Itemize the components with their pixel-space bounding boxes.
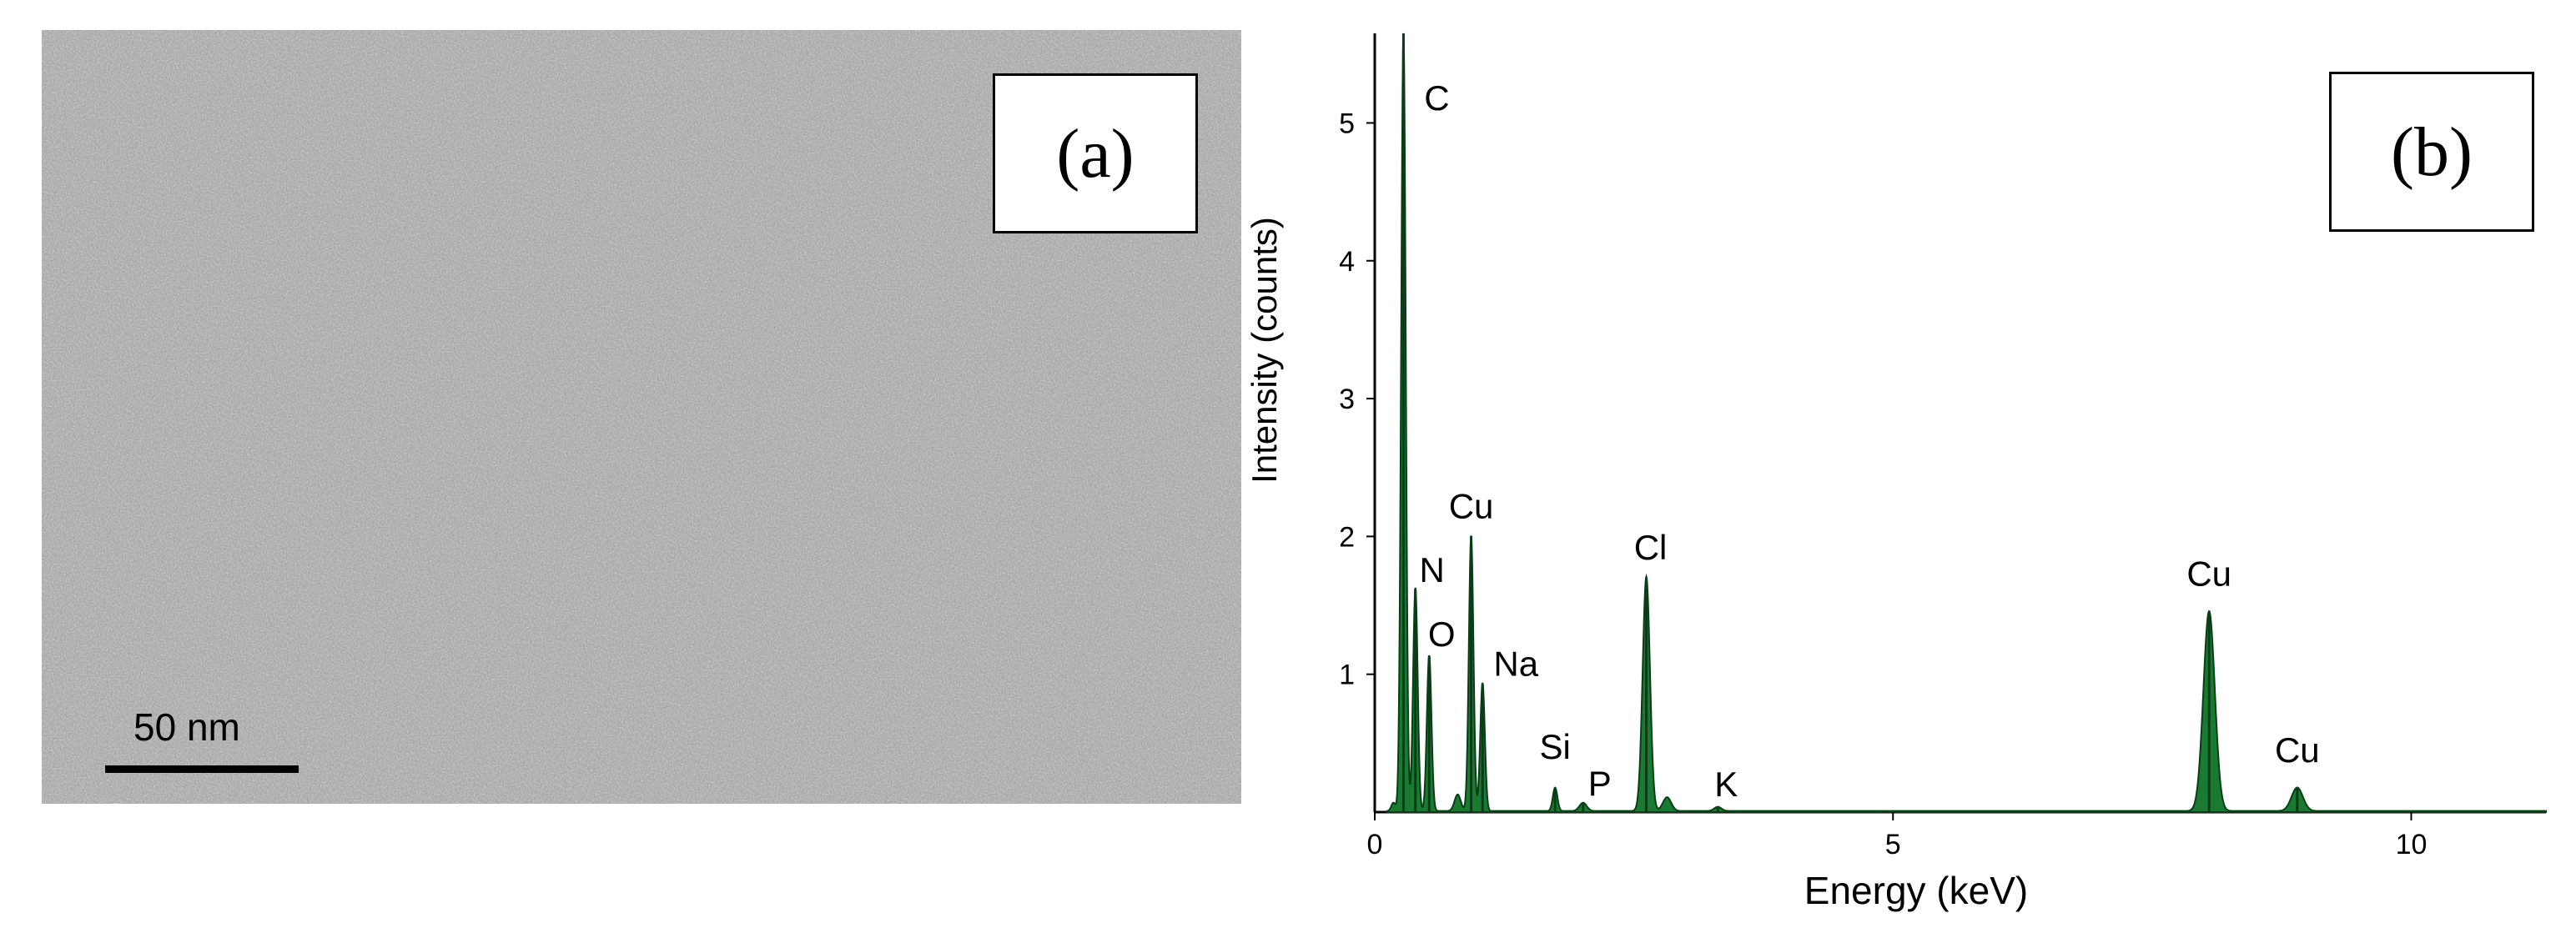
y-tick-label: 4: [1339, 246, 1355, 278]
peak-label-o: O: [1428, 614, 1456, 654]
scale-bar-label: 50 nm: [133, 705, 240, 749]
x-tick-label: 10: [2396, 829, 2428, 860]
spectrum-fill: [1386, 33, 2547, 813]
x-tick-label: 0: [1367, 829, 1383, 860]
y-tick-label: 2: [1339, 521, 1355, 553]
panel-a-label: (a): [993, 73, 1198, 233]
x-axis-title: Energy (keV): [1804, 869, 2028, 912]
peak-label-p: P: [1588, 764, 1612, 803]
y-tick-label: 1: [1339, 660, 1355, 691]
peak-label-cl: Cl: [1634, 528, 1668, 567]
peak-label-si: Si: [1540, 727, 1571, 766]
peak-label-n: N: [1420, 550, 1445, 589]
peak-label-cu: Cu: [1449, 486, 1494, 525]
scale-bar: [105, 765, 299, 773]
peak-label-k: K: [1714, 765, 1738, 804]
panel-b-label: (b): [2329, 72, 2534, 232]
peak-label-c: C: [1424, 78, 1449, 118]
y-axis-title: Intensity (counts): [1245, 217, 1284, 484]
peak-label-cu: Cu: [2275, 730, 2320, 770]
peak-label-na: Na: [1493, 644, 1538, 683]
peak-label-cu: Cu: [2186, 554, 2231, 593]
y-tick-label: 3: [1339, 384, 1355, 415]
y-tick-label: 5: [1339, 108, 1355, 139]
x-tick-label: 5: [1885, 829, 1901, 860]
